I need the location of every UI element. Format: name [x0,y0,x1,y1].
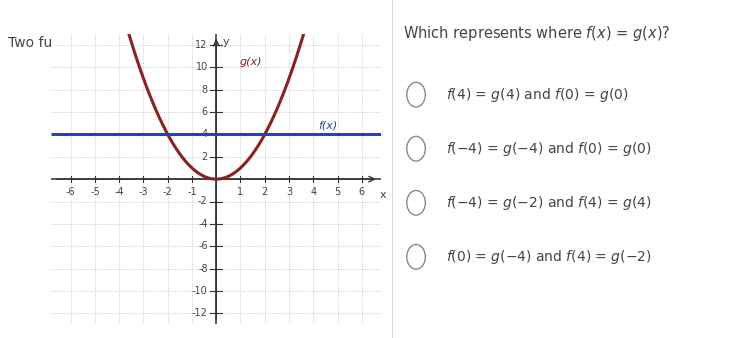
Text: $\it{f}$(−4) = $\it{g}$(−4) and $\it{f}$(0) = $\it{g}$(0): $\it{f}$(−4) = $\it{g}$(−4) and $\it{f}$… [446,140,652,158]
Text: 6: 6 [202,107,207,117]
Text: $\it{f}$(4) = $\it{g}$(4) and $\it{f}$(0) = $\it{g}$(0): $\it{f}$(4) = $\it{g}$(4) and $\it{f}$(0… [446,86,629,104]
Text: y: y [222,37,229,47]
Text: x: x [380,190,386,200]
Text: 12: 12 [196,40,207,50]
Text: 5: 5 [334,187,341,197]
Text: 4: 4 [202,129,207,139]
Text: -8: -8 [198,264,207,273]
Text: -6: -6 [66,187,75,197]
Text: -4: -4 [198,219,207,229]
Text: g(x): g(x) [239,57,262,67]
Text: 2: 2 [262,187,268,197]
Text: 4: 4 [310,187,317,197]
Text: $\it{f}$(0) = $\it{g}$(−4) and $\it{f}$(4) = $\it{g}$(−2): $\it{f}$(0) = $\it{g}$(−4) and $\it{f}$(… [446,248,652,266]
Text: 2: 2 [202,152,207,162]
Text: -4: -4 [114,187,124,197]
Text: -2: -2 [163,187,172,197]
Text: Which represents where $\it{f}$($x$) = $\it{g}$($x$)?: Which represents where $\it{f}$($x$) = $… [402,24,670,43]
Text: -12: -12 [192,308,207,318]
Text: 6: 6 [358,187,365,197]
Text: -10: -10 [192,286,207,296]
Text: $\it{f}$(−4) = $\it{g}$(−2) and $\it{f}$(4) = $\it{g}$(4): $\it{f}$(−4) = $\it{g}$(−2) and $\it{f}$… [446,194,652,212]
Text: -1: -1 [187,187,196,197]
Text: -6: -6 [198,241,207,251]
Text: -3: -3 [139,187,148,197]
Text: -5: -5 [90,187,100,197]
Text: 8: 8 [202,85,207,95]
Text: -2: -2 [198,196,207,207]
Text: 10: 10 [196,62,207,72]
Text: 1: 1 [237,187,243,197]
Text: Two functions are graphed on the coordinate plane.: Two functions are graphed on the coordin… [7,36,366,50]
Text: 3: 3 [286,187,292,197]
Text: f(x): f(x) [318,120,337,130]
